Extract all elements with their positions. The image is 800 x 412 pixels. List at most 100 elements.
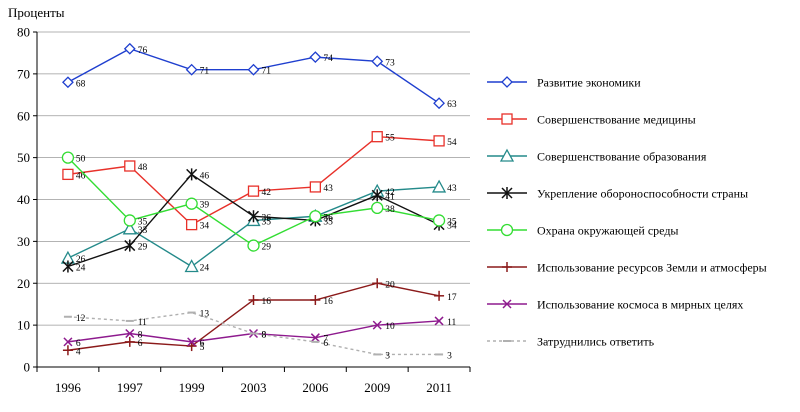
- data-point: [434, 290, 445, 301]
- data-label: 43: [323, 184, 333, 194]
- x-tick-label: 2009: [364, 380, 390, 395]
- data-point: [372, 278, 383, 289]
- data-label: 24: [200, 264, 210, 274]
- marker-diamond: [62, 76, 74, 89]
- data-label: 34: [447, 222, 457, 232]
- data-label: 38: [385, 205, 395, 215]
- data-point: [371, 189, 383, 202]
- data-label: 46: [200, 171, 210, 181]
- data-point: [371, 201, 384, 215]
- data-label: 12: [76, 314, 86, 324]
- data-label: 8: [138, 331, 143, 341]
- marker-circle: [61, 151, 75, 164]
- legend-label: Затруднились ответить: [537, 335, 655, 349]
- legend-label: Охрана окружающей среды: [537, 224, 679, 238]
- data-point: [433, 97, 445, 110]
- data-label: 50: [76, 155, 86, 165]
- data-label: 6: [138, 339, 143, 349]
- legend-item-4: Укрепление обороноспособности страны: [487, 187, 748, 201]
- y-axis-label: Проценты: [8, 5, 65, 20]
- data-label: 42: [385, 188, 395, 198]
- data-point: [124, 160, 136, 172]
- marker-triangle: [184, 259, 199, 273]
- marker-square: [433, 135, 445, 147]
- y-tick-label: 30: [17, 234, 30, 249]
- data-point: [434, 316, 444, 326]
- marker-stroke: [310, 333, 320, 343]
- legend: Развитие экономики Совершенствование меди…: [487, 76, 767, 349]
- data-point: [124, 239, 136, 252]
- data-label: 4: [76, 347, 81, 357]
- y-tick-label: 40: [17, 192, 30, 207]
- data-label: 16: [323, 297, 333, 307]
- data-point: [501, 187, 513, 199]
- data-label: 17: [447, 293, 457, 303]
- data-label: 10: [385, 322, 395, 332]
- data-point: [62, 76, 74, 89]
- data-label: 11: [447, 318, 456, 328]
- series-line: [67, 282, 440, 351]
- marker-circle: [371, 201, 384, 215]
- y-tick-labels: 0 10 20 30 40 50 60 70 80: [17, 25, 30, 375]
- data-label: 73: [385, 58, 395, 68]
- legend-item-8: Затруднились ответить: [487, 335, 655, 349]
- series-2: 46 48 34 42 43 55 54: [62, 131, 457, 232]
- data-point: [184, 259, 199, 273]
- data-point: [123, 42, 136, 55]
- marker-circle: [185, 197, 198, 210]
- data-point: [123, 214, 136, 227]
- data-label: 29: [262, 243, 272, 253]
- data-label: 6: [200, 339, 205, 349]
- y-tick-label: 70: [17, 66, 30, 81]
- data-point: [499, 148, 515, 162]
- data-label: 63: [447, 100, 457, 110]
- x-tick-label: 1997: [117, 380, 144, 395]
- data-point: [309, 210, 322, 223]
- marker-square: [124, 160, 136, 172]
- data-label: 42: [262, 188, 272, 198]
- series-line: [67, 320, 440, 343]
- data-point: [124, 336, 135, 347]
- data-label: 55: [385, 134, 395, 144]
- data-label: 11: [138, 318, 147, 328]
- data-point: [187, 337, 197, 347]
- marker-diamond: [433, 97, 445, 110]
- marker-circle: [309, 210, 322, 223]
- data-point: [501, 113, 513, 125]
- marker-stroke: [63, 337, 73, 347]
- marker-diamond: [185, 63, 198, 76]
- x-tick-labels: 1996 1997 1999 2003 2006 2009 2011: [55, 380, 452, 395]
- data-point: [61, 151, 75, 164]
- legend-item-6: Использование ресурсов Земли и атмосферы: [487, 261, 767, 275]
- marker-stroke: [502, 299, 512, 309]
- data-label: 41: [385, 192, 395, 202]
- x-tick-label: 2011: [426, 380, 452, 395]
- axes: [33, 31, 471, 372]
- marker-stroke: [434, 316, 444, 326]
- marker-square: [62, 168, 74, 181]
- legend-item-1: Развитие экономики: [487, 76, 641, 90]
- data-label: 29: [138, 243, 148, 253]
- data-point: [62, 168, 74, 181]
- data-point: [309, 181, 322, 193]
- data-label: 35: [262, 217, 272, 227]
- data-point: [248, 295, 259, 305]
- x-tick-label: 1996: [55, 380, 82, 395]
- legend-label: Укрепление обороноспособности страны: [537, 187, 748, 201]
- data-point: [62, 345, 73, 356]
- data-point: [247, 63, 260, 76]
- data-point: [310, 295, 321, 305]
- data-label: 43: [447, 184, 457, 194]
- data-label: 34: [200, 222, 210, 232]
- data-label: 13: [200, 310, 210, 320]
- marker-square: [309, 181, 322, 193]
- data-label: 7: [323, 335, 328, 345]
- grid-lines: [37, 31, 470, 326]
